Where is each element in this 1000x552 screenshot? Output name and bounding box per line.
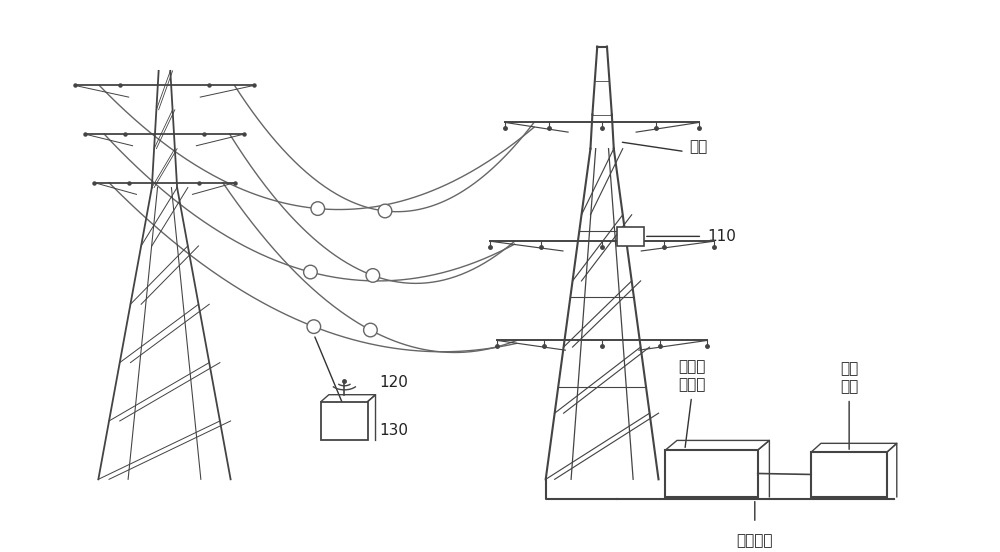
Circle shape — [364, 323, 377, 337]
Circle shape — [304, 266, 317, 279]
Bar — [321, 401, 368, 440]
Bar — [665, 450, 758, 497]
Text: 120: 120 — [379, 375, 408, 390]
Text: 140: 140 — [324, 414, 353, 429]
Bar — [811, 452, 887, 497]
Text: 供电电缆: 供电电缆 — [737, 533, 773, 548]
Text: 铜排: 铜排 — [690, 139, 708, 154]
Text: 大电流
发生器: 大电流 发生器 — [678, 359, 705, 392]
Circle shape — [378, 204, 392, 218]
Text: 供电
电源: 供电 电源 — [840, 362, 858, 394]
Bar — [617, 227, 644, 246]
Text: 110: 110 — [707, 229, 736, 244]
Circle shape — [307, 320, 321, 333]
Circle shape — [311, 202, 325, 215]
Circle shape — [366, 269, 380, 282]
Text: 130: 130 — [379, 423, 408, 438]
